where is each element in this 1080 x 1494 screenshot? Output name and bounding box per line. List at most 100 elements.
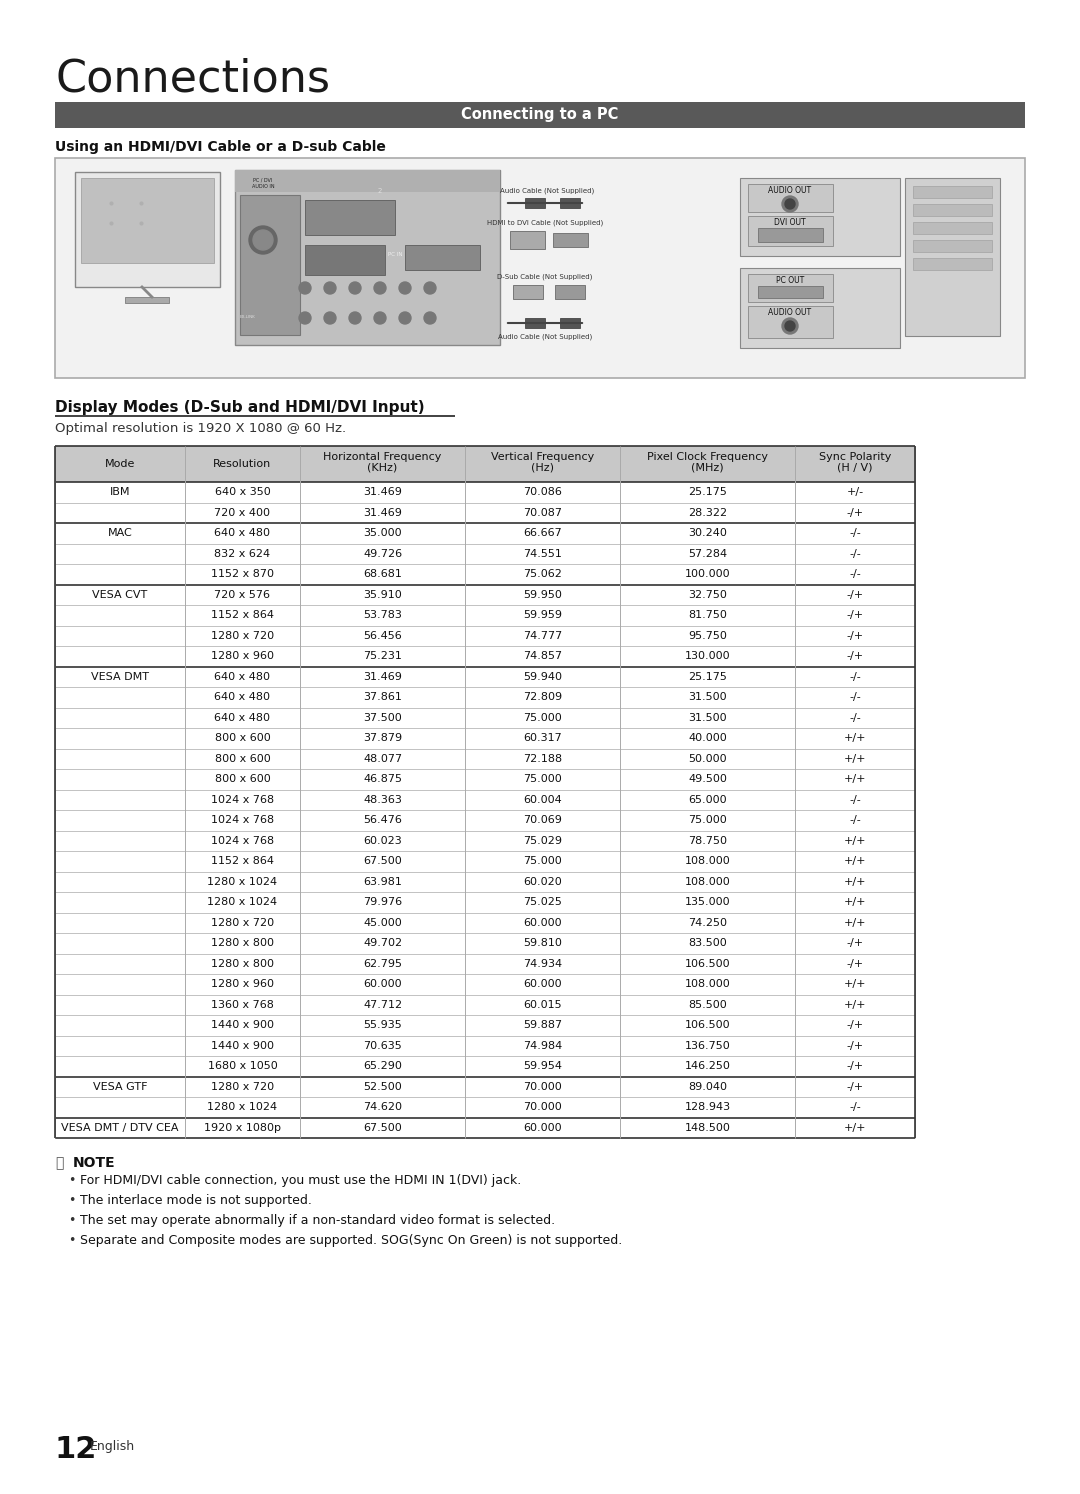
Text: 640 x 480: 640 x 480	[215, 672, 270, 681]
Bar	[525, 199, 545, 208]
Bar	[740, 267, 900, 348]
Text: -/-: -/-	[849, 672, 861, 681]
Text: 37.500: 37.500	[363, 713, 402, 723]
Text: Connecting to a PC: Connecting to a PC	[461, 108, 619, 123]
Text: For HDMI/DVI cable connection, you must use the HDMI IN 1(DVI) jack.: For HDMI/DVI cable connection, you must …	[80, 1174, 522, 1188]
Text: 640 x 480: 640 x 480	[215, 529, 270, 538]
Text: 1440 x 900: 1440 x 900	[211, 1020, 274, 1031]
Text: Separate and Composite modes are supported. SOG(Sync On Green) is not supported.: Separate and Composite modes are support…	[80, 1234, 622, 1247]
Text: 49.500: 49.500	[688, 774, 727, 784]
Text: +/+: +/+	[843, 835, 866, 846]
Text: The set may operate abnormally if a non-standard video format is selected.: The set may operate abnormally if a non-…	[80, 1215, 555, 1227]
Text: EX-LINK: EX-LINK	[239, 315, 255, 320]
Text: -/+: -/+	[847, 590, 864, 599]
Text: 1280 x 720: 1280 x 720	[211, 1082, 274, 1092]
Text: 70.087: 70.087	[523, 508, 562, 518]
Text: 74.250: 74.250	[688, 917, 727, 928]
Text: Horizontal Frequency: Horizontal Frequency	[323, 453, 442, 462]
Text: 37.861: 37.861	[363, 692, 402, 702]
Text: -/+: -/+	[847, 1041, 864, 1050]
Text: (Hz): (Hz)	[531, 463, 554, 474]
Text: 74.620: 74.620	[363, 1103, 402, 1112]
Text: 1280 x 960: 1280 x 960	[211, 979, 274, 989]
Text: 75.000: 75.000	[688, 816, 727, 825]
Text: 60.015: 60.015	[523, 999, 562, 1010]
Text: 60.020: 60.020	[523, 877, 562, 887]
Text: Using an HDMI/DVI Cable or a D-sub Cable: Using an HDMI/DVI Cable or a D-sub Cable	[55, 140, 386, 154]
Circle shape	[782, 196, 798, 212]
Text: 108.000: 108.000	[685, 877, 730, 887]
Bar	[405, 245, 480, 270]
Text: 60.023: 60.023	[363, 835, 402, 846]
Text: 1024 x 768: 1024 x 768	[211, 816, 274, 825]
Bar	[55, 974, 915, 995]
Bar	[748, 217, 833, 247]
Bar	[758, 229, 823, 242]
Text: 1152 x 864: 1152 x 864	[211, 610, 274, 620]
Circle shape	[782, 318, 798, 335]
Bar	[55, 831, 915, 852]
Bar	[55, 666, 915, 687]
Text: 59.810: 59.810	[523, 938, 562, 949]
Bar	[913, 223, 993, 235]
Text: 31.469: 31.469	[363, 508, 402, 518]
Bar	[55, 892, 915, 913]
Text: Sync Polarity: Sync Polarity	[819, 453, 891, 462]
Bar	[55, 1014, 915, 1035]
Text: Resolution: Resolution	[214, 459, 272, 469]
Text: (H / V): (H / V)	[837, 463, 873, 474]
Text: 50.000: 50.000	[688, 754, 727, 763]
Text: 1280 x 1024: 1280 x 1024	[207, 877, 278, 887]
Text: 106.500: 106.500	[685, 959, 730, 968]
Text: 146.250: 146.250	[685, 1061, 730, 1071]
Text: 74.984: 74.984	[523, 1041, 562, 1050]
Text: 46.875: 46.875	[363, 774, 402, 784]
Text: +/+: +/+	[843, 877, 866, 887]
Text: (MHz): (MHz)	[691, 463, 724, 474]
Bar	[55, 523, 915, 544]
Text: 40.000: 40.000	[688, 734, 727, 743]
Circle shape	[253, 230, 273, 249]
Text: 30.240: 30.240	[688, 529, 727, 538]
Circle shape	[349, 312, 361, 324]
Text: 1280 x 800: 1280 x 800	[211, 938, 274, 949]
Bar	[55, 1077, 915, 1097]
Text: 59.940: 59.940	[523, 672, 562, 681]
Text: •: •	[68, 1194, 76, 1207]
Bar	[235, 170, 500, 193]
Text: +/+: +/+	[843, 754, 866, 763]
Text: -/+: -/+	[847, 651, 864, 662]
Text: Vertical Frequency: Vertical Frequency	[491, 453, 594, 462]
Bar	[55, 1118, 915, 1138]
Text: 68.681: 68.681	[363, 569, 402, 580]
Circle shape	[424, 312, 436, 324]
Bar	[235, 170, 500, 345]
Text: 25.175: 25.175	[688, 487, 727, 498]
Circle shape	[324, 312, 336, 324]
Circle shape	[324, 282, 336, 294]
Bar	[55, 645, 915, 666]
Text: 31.469: 31.469	[363, 487, 402, 498]
Bar	[55, 483, 915, 502]
Circle shape	[249, 226, 276, 254]
Text: 75.000: 75.000	[523, 713, 562, 723]
Text: Mode: Mode	[105, 459, 135, 469]
Text: PC OUT: PC OUT	[775, 276, 805, 285]
Text: 135.000: 135.000	[685, 898, 730, 907]
Text: 75.025: 75.025	[523, 898, 562, 907]
Text: 75.000: 75.000	[523, 774, 562, 784]
Text: 35.000: 35.000	[363, 529, 402, 538]
Bar	[55, 584, 915, 605]
Bar	[305, 245, 384, 275]
Bar	[55, 728, 915, 748]
Bar	[748, 306, 833, 338]
Text: 1280 x 800: 1280 x 800	[211, 959, 274, 968]
Text: 1280 x 1024: 1280 x 1024	[207, 1103, 278, 1112]
Text: 83.500: 83.500	[688, 938, 727, 949]
Text: (KHz): (KHz)	[367, 463, 397, 474]
Bar	[55, 748, 915, 769]
Text: 74.551: 74.551	[523, 548, 562, 559]
Text: +/+: +/+	[843, 856, 866, 867]
Text: English: English	[90, 1440, 135, 1454]
Circle shape	[399, 282, 411, 294]
